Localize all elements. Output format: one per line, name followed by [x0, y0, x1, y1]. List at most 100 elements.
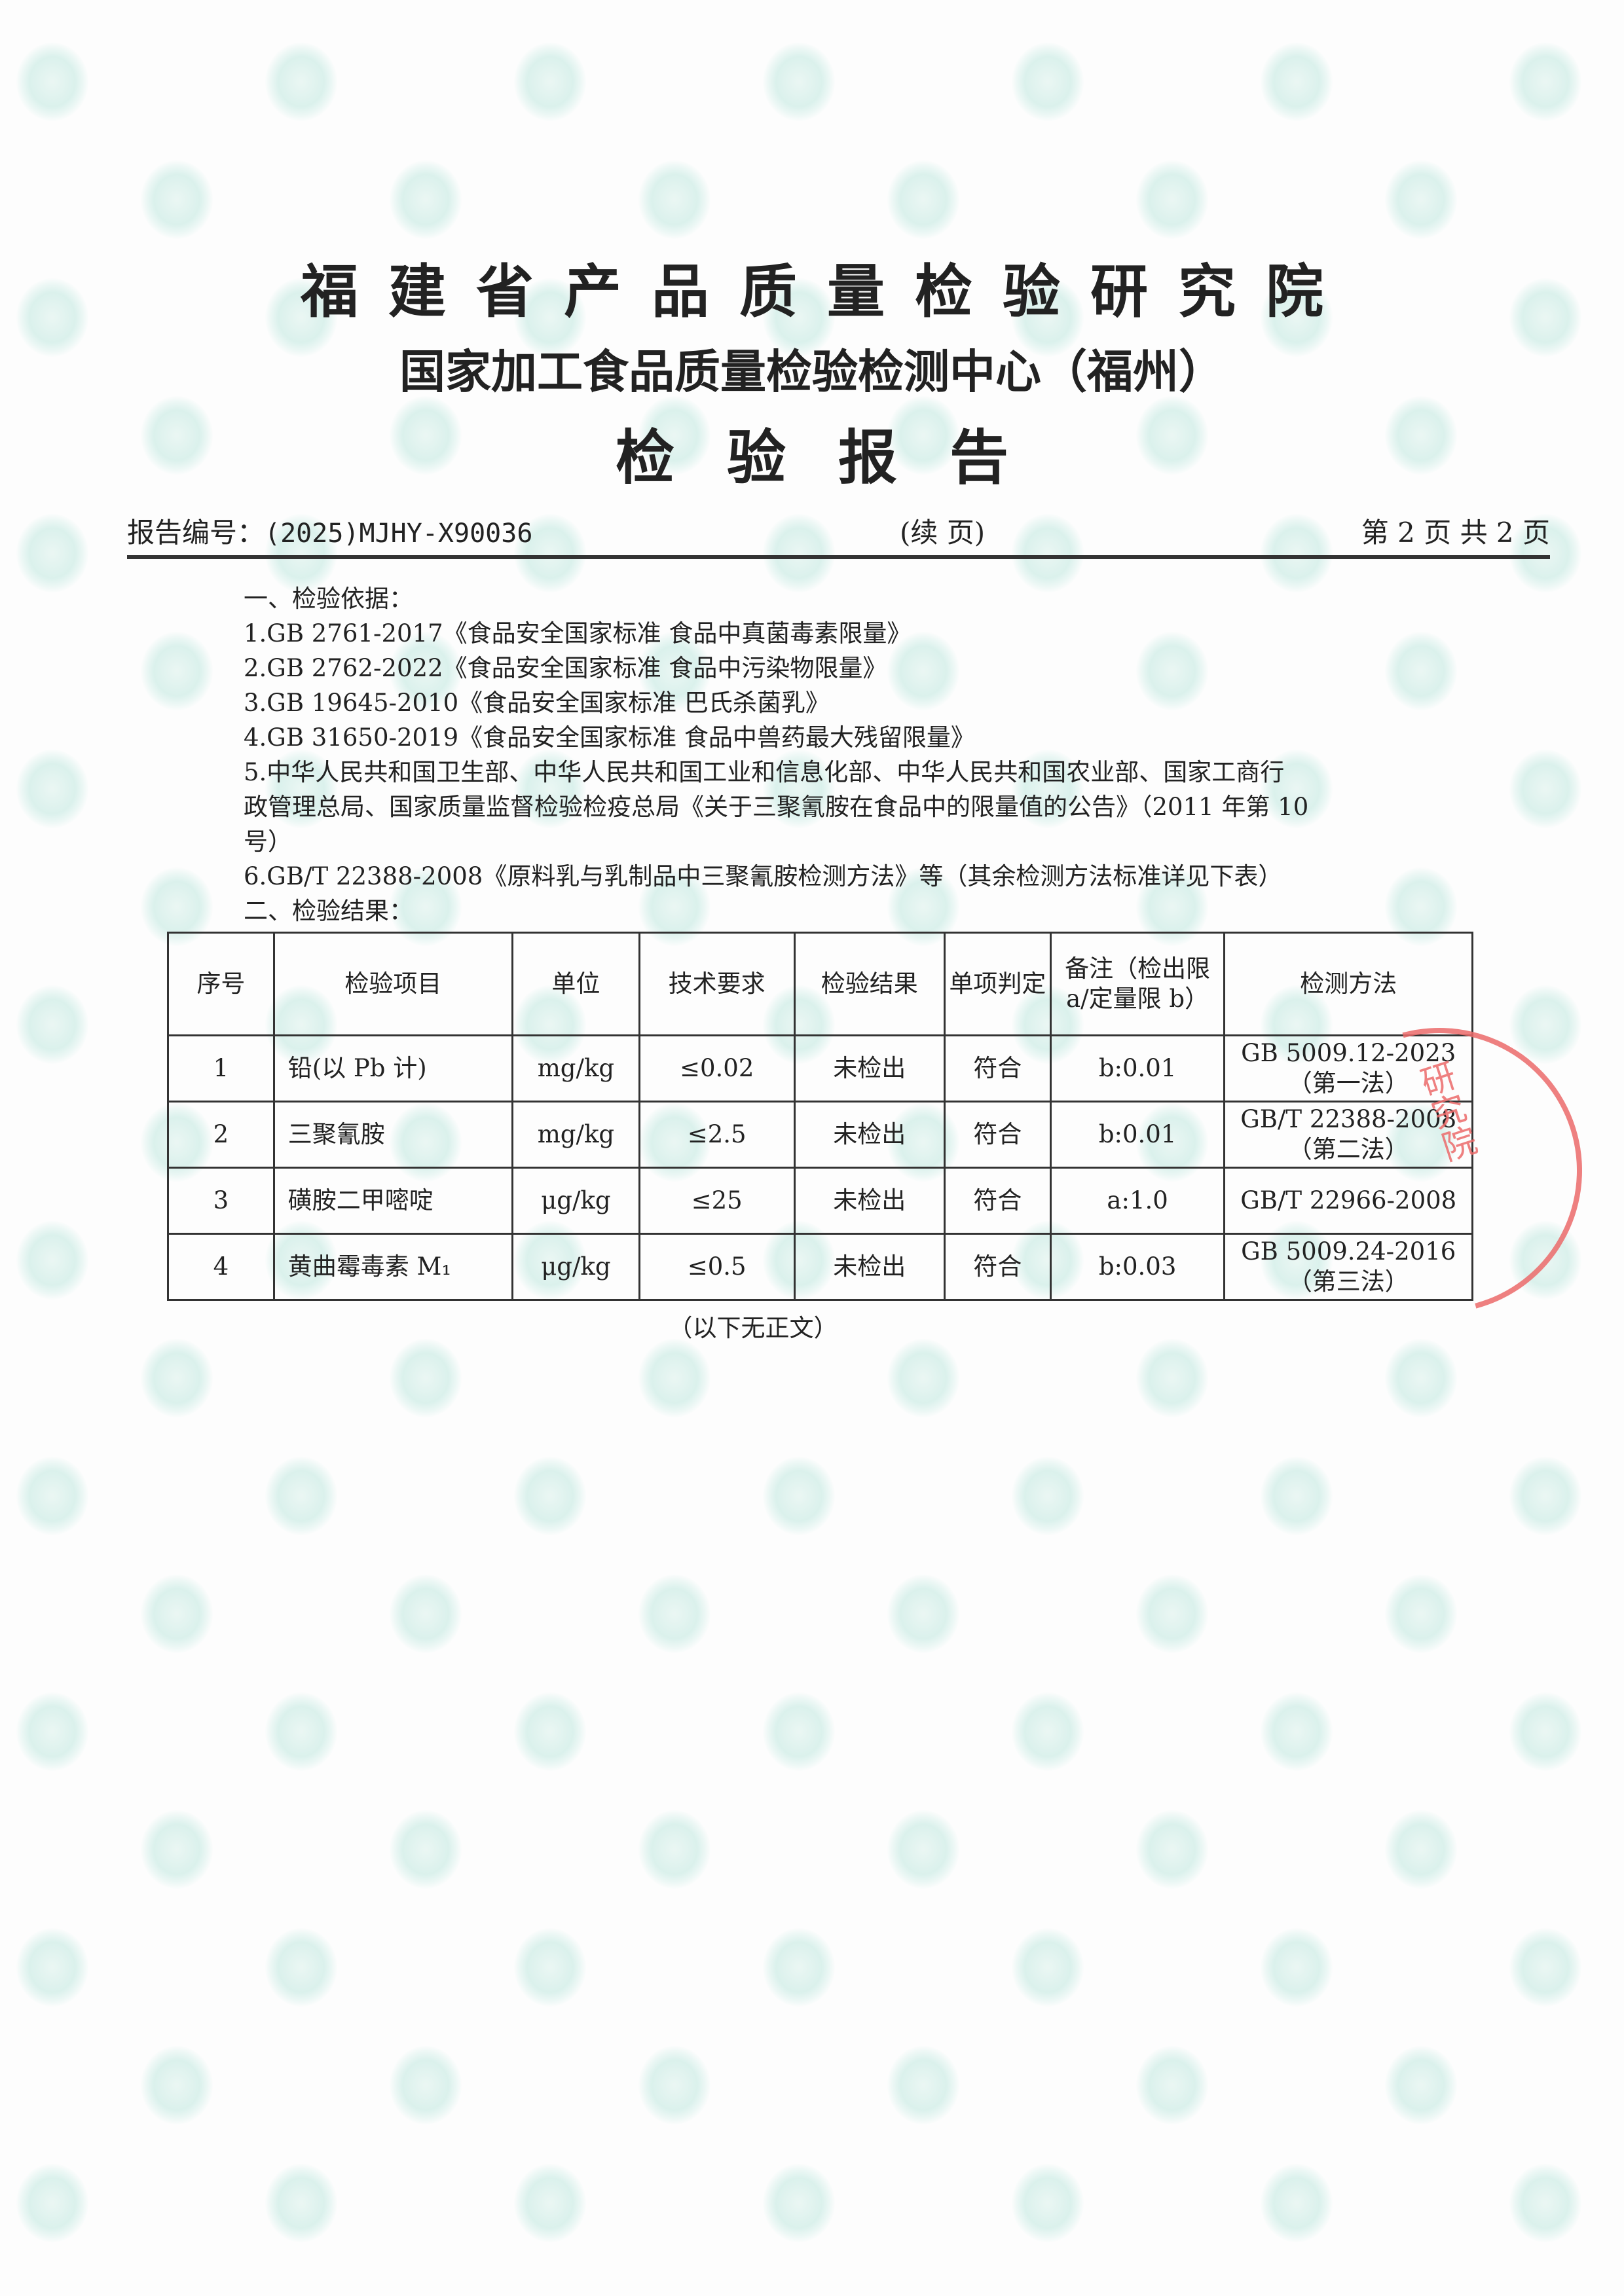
watermark-logo-icon [1136, 2046, 1208, 2124]
table-cell: ≤25 [638, 1167, 796, 1235]
table-cell: GB/T 22966-2008 [1223, 1167, 1473, 1235]
table-cell: 未检出 [793, 1101, 946, 1169]
watermark-logo-icon [1385, 1575, 1457, 1653]
table-cell: mg/kg [511, 1101, 640, 1169]
watermark-logo-icon [1385, 2046, 1457, 2124]
basis-item: 2.GB 2762-2022《食品安全国家标准 食品中污染物限量》 [244, 654, 887, 682]
watermark-logo-icon [16, 43, 88, 121]
table-cell: GB/T 22388-2008（第二法） [1223, 1101, 1473, 1169]
table-cell: GB 5009.24-2016（第三法） [1223, 1233, 1473, 1301]
watermark-logo-icon [141, 632, 213, 710]
watermark-logo-icon [1385, 160, 1457, 239]
page-info: 第 2 页 共 2 页 [1361, 517, 1550, 549]
table-cell: ≤0.5 [638, 1233, 796, 1301]
watermark-logo-icon [1509, 985, 1581, 1064]
watermark-logo-icon [16, 750, 88, 828]
watermark-logo-icon [1261, 1928, 1333, 2007]
watermark-logo-icon [141, 1575, 213, 1653]
table-cell: 三聚氰胺 [272, 1101, 513, 1169]
watermark-logo-icon [514, 1457, 586, 1535]
watermark-logo-icon [638, 1810, 710, 1889]
table-cell: b:0.01 [1049, 1101, 1226, 1169]
end-note-text: （以下无正文） [668, 1314, 838, 1342]
watermark-logo-icon [265, 43, 337, 121]
table-cell: ≤2.5 [638, 1101, 796, 1169]
report-number-value: (2025)MJHY-X90036 [265, 519, 533, 549]
basis-item: 5.中华人民共和国卫生部、中华人民共和国工业和信息化部、中华人民共和国农业部、国… [244, 758, 1285, 786]
basis-item: 6.GB/T 22388-2008《原料乳与乳制品中三聚氰胺检测方法》等（其余检… [244, 862, 1283, 890]
col-header: 单项判定 [944, 932, 1052, 1036]
table-cell: 3 [167, 1167, 275, 1235]
watermark-logo-icon [265, 1692, 337, 1771]
table-cell: 铅(以 Pb 计) [272, 1034, 513, 1102]
watermark-logo-icon [1012, 43, 1084, 121]
watermark-logo-icon [390, 2046, 462, 2124]
col-header: 序号 [167, 932, 275, 1036]
watermark-logo-icon [141, 160, 213, 239]
watermark-logo-icon [141, 1339, 213, 1417]
watermark-logo-icon [1136, 1575, 1208, 1653]
basis-item: 3.GB 19645-2010《食品安全国家标准 巴氏杀菌乳》 [244, 689, 830, 717]
basis-item: 政管理总局、国家质量监督检验检疫总局《关于三聚氰胺在食品中的限量值的公告》（20… [244, 793, 1309, 821]
table-row: 1 铅(以 Pb 计) mg/kg ≤0.02 未检出 符合 b:0.01 GB 5009.1… [167, 1034, 1473, 1102]
col-header: 备注（检出限 a/定量限 b） [1049, 932, 1226, 1036]
watermark-logo-icon [265, 1928, 337, 2007]
watermark-logo-icon [1509, 43, 1581, 121]
report-number: 报告编号：(2025)MJHY-X90036 [127, 511, 532, 551]
table-cell: 磺胺二甲嘧啶 [272, 1167, 513, 1235]
report-header-line: 报告编号：(2025)MJHY-X90036 (续 页) 第 2 页 共 2 页 [127, 511, 1550, 549]
watermark-logo-icon [1136, 160, 1208, 239]
watermark-logo-icon [1509, 750, 1581, 828]
watermark-logo-icon [141, 2046, 213, 2124]
table-row: 2 三聚氰胺 mg/kg ≤2.5 未检出 符合 b:0.01 GB/T 22388-2008… [167, 1101, 1473, 1169]
watermark-logo-icon [638, 160, 710, 239]
col-header: 检测方法 [1223, 932, 1473, 1036]
watermark-logo-icon [16, 2164, 88, 2242]
col-header: 检验结果 [793, 932, 946, 1036]
watermark-logo-icon [1509, 1692, 1581, 1771]
watermark-logo-icon [265, 2164, 337, 2242]
table-row: 3 磺胺二甲嘧啶 μg/kg ≤25 未检出 符合 a:1.0 GB/T 22966-2008 [167, 1167, 1473, 1235]
document-title: 检验报告 [616, 423, 1061, 492]
watermark-logo-icon [1012, 1457, 1084, 1535]
watermark-logo-icon [763, 1928, 835, 2007]
watermark-logo-icon [1385, 1339, 1457, 1417]
watermark-logo-icon [887, 1575, 959, 1653]
table-cell: 符合 [944, 1101, 1052, 1169]
watermark-logo-icon [390, 1575, 462, 1653]
table-cell: 黄曲霉毒素 M₁ [272, 1233, 513, 1301]
table-row: 4 黄曲霉毒素 M₁ μg/kg ≤0.5 未检出 符合 b:0.03 GB 5009.24-… [167, 1233, 1473, 1301]
table-cell: 未检出 [793, 1167, 946, 1235]
table-cell: 未检出 [793, 1034, 946, 1102]
watermark-logo-icon [514, 2164, 586, 2242]
watermark-logo-icon [514, 1928, 586, 2007]
table-cell: GB 5009.12-2023（第一法） [1223, 1034, 1473, 1102]
table-cell: μg/kg [511, 1233, 640, 1301]
watermark-logo-icon [1261, 2164, 1333, 2242]
table-cell: b:0.03 [1049, 1233, 1226, 1301]
table-cell: μg/kg [511, 1167, 640, 1235]
table-cell: 符合 [944, 1167, 1052, 1235]
results-heading: 二、检验结果： [244, 897, 413, 925]
watermark-logo-icon [1261, 1692, 1333, 1771]
continuation-label: (续 页) [900, 517, 986, 549]
table-cell: ≤0.02 [638, 1034, 796, 1102]
watermark-logo-icon [16, 1928, 88, 2007]
table-cell: b:0.01 [1049, 1034, 1226, 1102]
watermark-logo-icon [1385, 1810, 1457, 1889]
institute-name: 福建省产品质量检验研究院 [300, 257, 1354, 325]
table-cell: 2 [167, 1101, 275, 1169]
table-cell: 4 [167, 1233, 275, 1301]
watermark-logo-icon [1261, 43, 1333, 121]
table-cell: 符合 [944, 1034, 1052, 1102]
watermark-logo-icon [887, 2046, 959, 2124]
table-cell: 符合 [944, 1233, 1052, 1301]
inspection-basis: 一、检验依据： 1.GB 2761-2017《食品安全国家标准 食品中真菌毒素限… [244, 581, 1422, 928]
watermark-logo-icon [763, 2164, 835, 2242]
table-cell: 1 [167, 1034, 275, 1102]
watermark-logo-icon [763, 1457, 835, 1535]
watermark-logo-icon [1012, 2164, 1084, 2242]
watermark-logo-icon [16, 1221, 88, 1300]
watermark-logo-icon [1509, 1928, 1581, 2007]
watermark-logo-icon [1509, 2164, 1581, 2242]
